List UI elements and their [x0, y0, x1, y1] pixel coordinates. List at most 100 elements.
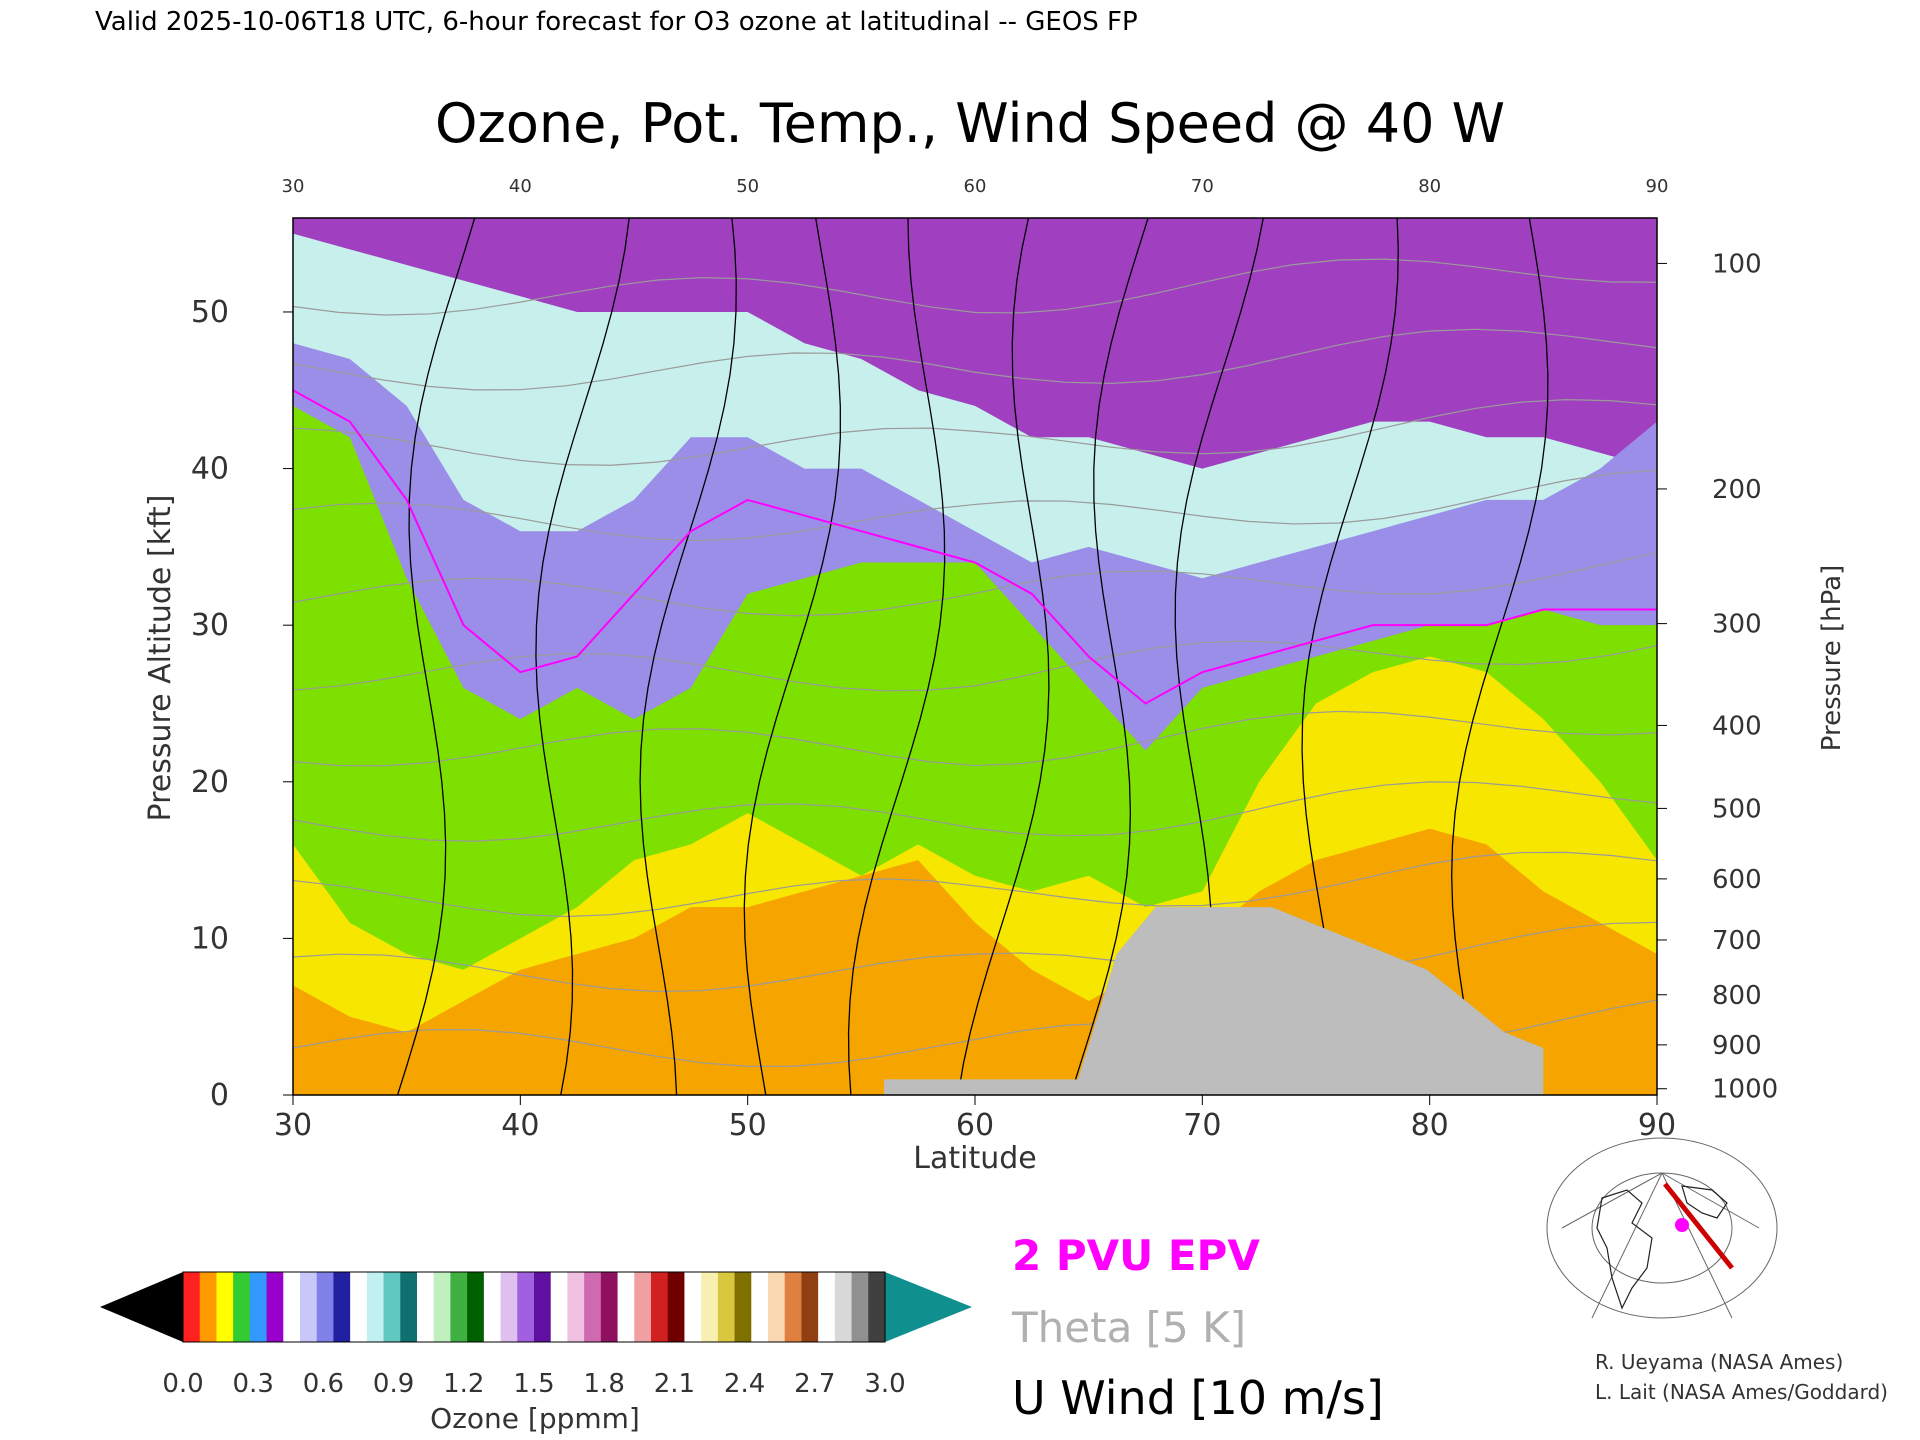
theta-contour-370	[292, 328, 1658, 391]
pressure-tick-label: 200	[1712, 475, 1762, 505]
y-tick-label-left: 20	[191, 765, 229, 800]
colorbar-swatch	[433, 1272, 451, 1342]
colorbar-swatch	[784, 1272, 802, 1342]
colorbar-swatch	[751, 1272, 769, 1342]
colorbar-swatch	[183, 1272, 201, 1342]
x-tick-label-bottom: 80	[1411, 1108, 1449, 1143]
colorbar-tick-label: 2.7	[794, 1369, 835, 1399]
x-tick-label-top: 50	[736, 176, 759, 197]
colorbar-swatch	[550, 1272, 568, 1342]
pressure-tick-label: 800	[1712, 981, 1762, 1011]
colorbar-tick-label: 0.0	[162, 1369, 203, 1399]
pressure-tick-label: 100	[1712, 249, 1762, 279]
credit-line-2: L. Lait (NASA Ames/Goddard)	[1595, 1380, 1888, 1404]
x-axis-bottom: 30 40 50 60 70 80 90	[274, 1095, 1676, 1143]
colorbar-swatch	[801, 1272, 819, 1342]
colorbar-swatch	[517, 1272, 535, 1342]
colorbar-tick-label: 0.3	[233, 1369, 274, 1399]
u-wind-contour	[847, 217, 946, 1096]
colorbar-swatch	[467, 1272, 485, 1342]
x-tick-label-top: 80	[1418, 176, 1441, 197]
theta-contour-300	[292, 851, 1658, 918]
u-wind-contour	[396, 217, 476, 1096]
colorbar-swatch	[584, 1272, 602, 1342]
y-tick-label-left: 0	[210, 1078, 229, 1113]
y-axis-right: 100 200 300 400 500 600 700 800 900 1000	[1657, 249, 1778, 1105]
colorbar-tick-label: 1.2	[443, 1369, 484, 1399]
contour-legend: 2 PVU EPV Theta [5 K] U Wind [10 m/s]	[1011, 1231, 1384, 1425]
x-tick-label-top: 60	[964, 176, 987, 197]
colorbar-swatch	[266, 1272, 284, 1342]
theta-contour-330	[292, 640, 1658, 692]
colorbar-swatch	[500, 1272, 518, 1342]
terrain-mask	[884, 907, 1544, 1095]
colorbar-swatch	[651, 1272, 669, 1342]
pressure-tick-label: 900	[1712, 1031, 1762, 1061]
colorbar-swatch	[300, 1272, 318, 1342]
colorbar-swatch	[600, 1272, 619, 1342]
legend-entry: Theta [5 K]	[1011, 1303, 1246, 1352]
colorbar-tick-label: 2.4	[724, 1369, 765, 1399]
y-tick-label-left: 40	[191, 452, 229, 487]
legend-entry: 2 PVU EPV	[1012, 1231, 1260, 1280]
colorbar-tick-label: 0.6	[303, 1369, 344, 1399]
colorbar-swatch	[350, 1272, 368, 1342]
colorbar-swatch	[868, 1272, 886, 1342]
theta-contour-290	[292, 921, 1658, 993]
x-tick-label-bottom: 70	[1183, 1108, 1221, 1143]
colorbar-swatch	[249, 1272, 268, 1342]
ozone-colorbar: 0.0 0.3 0.6 0.9 1.2 1.5 1.8 2.1 2.4 2.7 3.0	[100, 1271, 972, 1399]
pressure-tick-label: 300	[1712, 610, 1762, 640]
colorbar-swatch	[684, 1272, 702, 1342]
colorbar-swatch	[617, 1272, 635, 1342]
colorbar-swatch	[216, 1272, 234, 1342]
colorbar-swatch	[233, 1272, 251, 1342]
theta-contour-320	[292, 710, 1658, 767]
theta-contour-340	[292, 552, 1658, 617]
plot-area	[292, 217, 1658, 1096]
theta-contour-380	[292, 258, 1658, 316]
x-tick-label-bottom: 40	[501, 1108, 539, 1143]
theta-contour-310	[292, 781, 1658, 842]
colorbar-swatch	[734, 1272, 752, 1342]
epv-2pvu-line	[292, 389, 1657, 705]
x-axis-top: 30 40 50 60 70 80 90	[282, 176, 1669, 197]
x-axis-label: Latitude	[913, 1141, 1036, 1176]
colorbar-label: Ozone [ppmm]	[430, 1402, 640, 1435]
colorbar-tick-label: 1.8	[584, 1369, 625, 1399]
theta-contour-360	[292, 399, 1658, 466]
colorbar-swatch	[818, 1272, 836, 1342]
u-wind-contour	[1451, 217, 1549, 1096]
colorbar-min-arrow	[100, 1272, 183, 1342]
y-axis-label: Pressure Altitude [kft]	[143, 495, 178, 822]
colorbar-swatch	[534, 1272, 552, 1342]
u-wind-contour	[1070, 217, 1149, 1096]
u-wind-contour	[743, 217, 841, 1096]
u-wind-contour	[957, 217, 1050, 1096]
colorbar-tick-label: 2.1	[654, 1369, 695, 1399]
y-tick-label-left: 10	[191, 921, 229, 956]
pressure-tick-label: 700	[1712, 926, 1762, 956]
colorbar-swatch	[567, 1272, 585, 1342]
pressure-tick-label: 400	[1712, 711, 1762, 741]
colorbar-swatch	[667, 1272, 685, 1342]
colorbar-swatch	[450, 1272, 468, 1342]
colorbar-swatch	[316, 1272, 334, 1342]
theta-contour-350	[292, 469, 1658, 542]
pressure-tick-label: 600	[1712, 865, 1762, 895]
colorbar-swatch	[383, 1272, 401, 1342]
x-tick-label-bottom: 30	[274, 1108, 312, 1143]
colorbar-swatch	[701, 1272, 719, 1342]
colorbar-swatch	[834, 1272, 853, 1342]
colorbar-swatch	[400, 1272, 418, 1342]
x-tick-label-top: 70	[1191, 176, 1214, 197]
x-tick-label-bottom: 50	[729, 1108, 767, 1143]
colorbar-swatch	[634, 1272, 652, 1342]
legend-entry: U Wind [10 m/s]	[1012, 1371, 1384, 1425]
colorbar-swatch	[768, 1272, 786, 1342]
y-axis-left: 0 10 20 30 40 50	[191, 295, 293, 1113]
colorbar-swatch	[717, 1272, 736, 1342]
colorbar-swatch	[417, 1272, 435, 1342]
colorbar-tick-label: 1.5	[513, 1369, 554, 1399]
